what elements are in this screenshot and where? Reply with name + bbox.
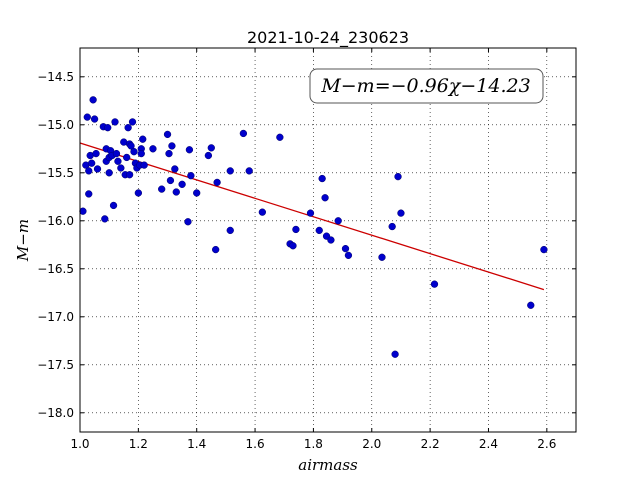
- data-point: [140, 161, 148, 169]
- data-point: [127, 142, 135, 150]
- data-point: [334, 217, 342, 225]
- data-point: [137, 149, 145, 158]
- data-point: [178, 180, 186, 188]
- data-point: [101, 215, 109, 223]
- equation-annotation: M−m=−0.96χ−14.23: [309, 68, 544, 104]
- chart-title: 2021-10-24_230623: [247, 28, 409, 48]
- data-point: [540, 245, 548, 254]
- data-point: [168, 142, 176, 150]
- y-tick-label: −15.0: [37, 118, 74, 132]
- data-point: [171, 165, 179, 173]
- data-point: [245, 167, 253, 175]
- data-point: [114, 157, 122, 165]
- data-point: [315, 226, 323, 235]
- axis-ticks: [79, 48, 576, 432]
- x-tick-label: 2.4: [479, 437, 498, 451]
- x-tick-label: 1.6: [246, 437, 265, 451]
- y-tick-label: −17.5: [37, 358, 74, 372]
- data-point: [207, 144, 215, 152]
- y-axis-label: M−m: [14, 219, 32, 262]
- data-point: [92, 149, 100, 158]
- data-point: [193, 189, 201, 197]
- y-tick-label: −16.0: [37, 214, 74, 228]
- x-axis-label: airmass: [298, 456, 358, 474]
- data-point: [226, 167, 234, 175]
- data-point: [388, 222, 396, 231]
- data-point: [378, 253, 386, 261]
- x-tick-label: 1.2: [129, 437, 148, 451]
- data-point: [289, 242, 297, 250]
- y-tick-labels: −14.5 −15.0 −15.5 −16.0 −16.5 −17.0 −17.5 −18.0: [37, 70, 74, 420]
- data-point: [130, 148, 138, 156]
- data-point: [117, 164, 125, 172]
- data-point: [105, 169, 113, 177]
- data-point: [79, 207, 87, 215]
- data-point: [163, 130, 172, 139]
- data-point: [93, 165, 102, 173]
- data-point: [184, 218, 192, 226]
- data-point: [172, 188, 180, 196]
- data-points: [79, 96, 548, 358]
- data-point: [258, 208, 267, 216]
- data-point: [213, 178, 221, 187]
- data-point: [341, 244, 350, 253]
- data-point: [112, 149, 121, 158]
- y-tick-label: −14.5: [37, 70, 74, 84]
- x-tick-label: 2.2: [421, 437, 440, 451]
- data-point: [226, 226, 234, 235]
- data-point: [394, 172, 402, 181]
- data-point: [321, 194, 329, 202]
- data-point: [306, 209, 315, 217]
- x-tick-label: 2.0: [362, 437, 381, 451]
- data-point: [397, 209, 405, 217]
- data-point: [85, 190, 93, 198]
- data-point: [83, 113, 91, 121]
- data-point: [89, 96, 97, 104]
- y-tick-label: −15.5: [37, 166, 74, 180]
- data-point: [139, 135, 147, 143]
- data-point: [430, 280, 439, 288]
- data-point: [85, 167, 93, 175]
- data-point: [149, 145, 157, 153]
- x-tick-label: 1.8: [304, 437, 323, 451]
- x-tick-label: 1.0: [70, 437, 89, 451]
- data-point: [123, 153, 131, 162]
- data-point: [187, 172, 195, 180]
- x-tick-label: 1.4: [187, 437, 206, 451]
- data-point: [239, 129, 248, 138]
- annotation-text: M−m=−0.96χ−14.23: [320, 75, 530, 97]
- data-point: [88, 159, 96, 167]
- data-point: [158, 185, 166, 193]
- x-tick-label: 2.6: [537, 437, 556, 451]
- data-point: [527, 301, 535, 309]
- data-point: [134, 189, 143, 197]
- annotation-box: [309, 68, 544, 104]
- data-point: [276, 133, 284, 141]
- data-point: [90, 115, 99, 123]
- y-tick-label: −18.0: [37, 406, 74, 420]
- y-tick-label: −16.5: [37, 262, 74, 276]
- data-point: [344, 251, 353, 260]
- data-point: [166, 176, 175, 185]
- y-tick-label: −17.0: [37, 310, 74, 324]
- data-point: [104, 124, 112, 132]
- data-point: [128, 118, 137, 126]
- data-point: [111, 118, 119, 126]
- data-point: [125, 171, 134, 179]
- plot-frame: [79, 47, 577, 433]
- data-point: [212, 245, 220, 254]
- x-tick-labels: 1.0 1.2 1.4 1.6 1.8 2.0 2.2 2.4 2.6: [70, 437, 556, 451]
- data-point: [204, 151, 213, 160]
- data-point: [165, 149, 173, 158]
- data-point: [318, 174, 326, 183]
- data-point: [391, 350, 399, 358]
- data-point: [109, 201, 118, 210]
- data-point: [292, 225, 300, 234]
- data-point: [327, 236, 335, 244]
- data-point: [185, 146, 194, 154]
- data-point: [124, 124, 132, 132]
